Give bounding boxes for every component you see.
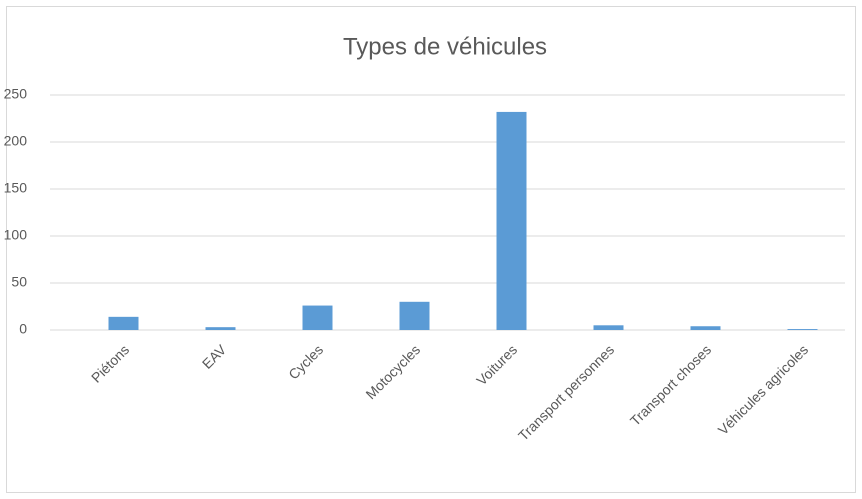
y-tick-label: 200 <box>4 133 28 149</box>
y-tick-label: 100 <box>4 227 28 243</box>
bar <box>593 325 624 330</box>
bar <box>496 111 527 330</box>
chart-title: Types de véhicules <box>343 33 547 60</box>
bar <box>399 301 430 330</box>
bar <box>205 327 236 330</box>
y-tick-label: 150 <box>4 180 28 196</box>
y-tick-label: 250 <box>4 86 28 102</box>
bar <box>690 326 721 330</box>
y-tick-label: 50 <box>11 274 27 290</box>
bar <box>302 305 333 330</box>
bar <box>787 329 818 330</box>
y-tick-label: 0 <box>19 321 27 337</box>
bar <box>108 316 139 330</box>
chart-border <box>6 6 856 493</box>
